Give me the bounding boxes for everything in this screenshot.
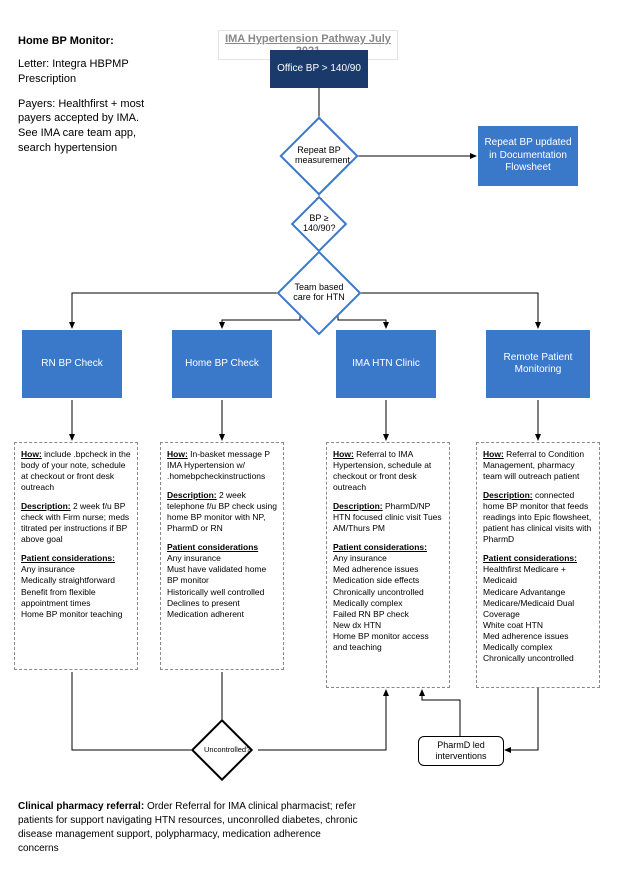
clinic-how-l: How:: [333, 449, 354, 459]
node-pharmd: PharmD led interventions: [418, 736, 504, 766]
sidebar-letter: Letter: Integra HBPMP Prescription: [18, 57, 158, 87]
label-threshold: BP ≥ 140/90?: [299, 214, 339, 234]
node-office-bp: Office BP > 140/90: [270, 50, 368, 88]
clinic-pc: Any insurance Med adherence issues Medic…: [333, 553, 443, 652]
detail-rpm: How: Referral to Condition Management, p…: [476, 442, 600, 688]
sidebar-payers: Payers: Healthfirst + most payers accept…: [18, 97, 158, 156]
rn-pc-l: Patient considerations:: [21, 553, 115, 563]
label-uncontrolled: Uncontrolled?: [200, 746, 244, 754]
label-team-care: Team based care for HTN: [289, 283, 349, 303]
footer-referral: Clinical pharmacy referral: Order Referr…: [18, 800, 358, 856]
footer-label: Clinical pharmacy referral:: [18, 801, 144, 812]
rn-pc: Any insurance Medically straightforward …: [21, 564, 131, 619]
node-team-care: Team based care for HTN: [289, 263, 349, 323]
rn-desc-l: Description:: [21, 501, 71, 511]
rn-how-l: How:: [21, 449, 42, 459]
node-flowsheet: Repeat BP updated in Documentation Flows…: [478, 126, 578, 186]
clinic-desc-l: Description:: [333, 501, 383, 511]
detail-home: How: In-basket message P IMA Hypertensio…: [160, 442, 284, 670]
sidebar-heading: Home BP Monitor:: [18, 34, 158, 49]
sidebar-block: Home BP Monitor: Letter: Integra HBPMP P…: [18, 34, 158, 156]
detail-rn: How: include .bpcheck in the body of you…: [14, 442, 138, 670]
node-repeat-bp: Repeat BP measurement: [291, 128, 347, 184]
home-desc-l: Description:: [167, 490, 217, 500]
home-pc: Any insurance Must have validated home B…: [167, 553, 277, 619]
node-rn-bp: RN BP Check: [22, 330, 122, 398]
rpm-how-l: How:: [483, 449, 504, 459]
rpm-desc-l: Description:: [483, 490, 533, 500]
node-rpm: Remote Patient Monitoring: [486, 330, 590, 398]
rpm-pc: Healthfirst Medicare + Medicaid Medicare…: [483, 564, 593, 663]
home-how-l: How:: [167, 449, 188, 459]
node-htn-clinic: IMA HTN Clinic: [336, 330, 436, 398]
clinic-pc-l: Patient considerations:: [333, 542, 427, 552]
node-home-bp: Home BP Check: [172, 330, 272, 398]
detail-clinic: How: Referral to IMA Hypertension, sched…: [326, 442, 450, 688]
node-bp-threshold: BP ≥ 140/90?: [299, 204, 339, 244]
home-pc-l: Patient considerations: [167, 542, 258, 552]
rpm-pc-l: Patient considerations:: [483, 553, 577, 563]
node-uncontrolled: Uncontrolled?: [200, 728, 244, 772]
label-repeat-bp: Repeat BP measurement: [291, 146, 347, 166]
